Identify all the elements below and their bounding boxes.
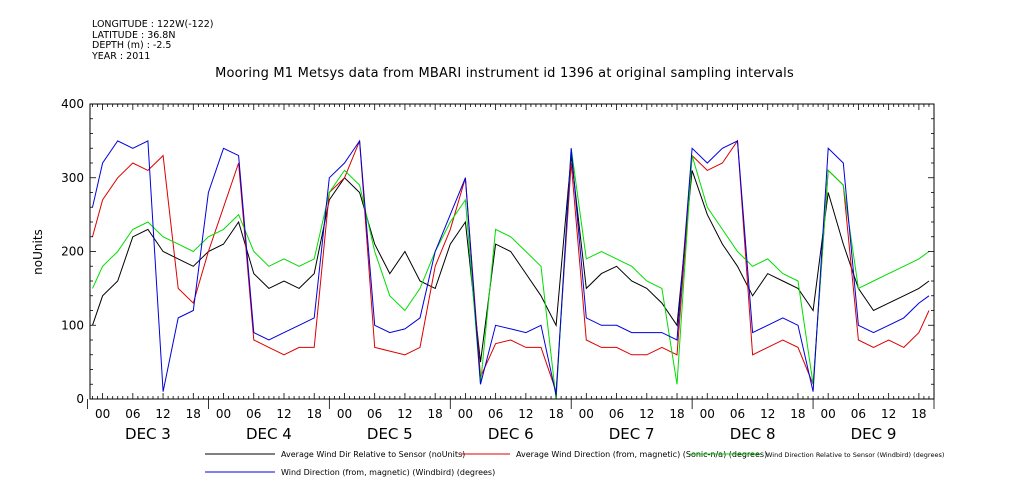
x-tick-label: 12: [155, 407, 170, 421]
x-day-label: DEC 3: [125, 425, 171, 443]
legend-label-2: Average Wind Direction (from, magnetic) …: [516, 450, 767, 459]
y-tick-label: 100: [61, 318, 84, 332]
x-tick-label: 00: [337, 407, 352, 421]
x-day-label: DEC 9: [851, 425, 897, 443]
series-line-4: [92, 139, 930, 396]
x-tick-label: 00: [821, 407, 836, 421]
y-tick-label: 400: [61, 97, 84, 111]
x-tick-label: 06: [367, 407, 382, 421]
plot-border: [89, 103, 935, 400]
y-tick-label: 0: [76, 392, 84, 406]
x-tick-label: 18: [428, 407, 443, 421]
x-day-label: DEC 7: [609, 425, 655, 443]
x-tick-label: 06: [246, 407, 261, 421]
series-line-1: [92, 155, 930, 363]
series-line-2: [92, 139, 930, 392]
x-tick-label: 18: [669, 407, 684, 421]
y-tick-label: 300: [61, 171, 84, 185]
latitude-text: LATITUDE : 36.8N: [92, 29, 176, 41]
plot-frame: [89, 103, 935, 400]
axes-layer: 00 06 12 18 00 06 12 18 00 06 12 18 00 06 12 18 00 06 12 18…: [61, 97, 935, 443]
x-tick-label: 12: [881, 407, 896, 421]
x-tick-label: 00: [216, 407, 231, 421]
x-tick-label: 18: [307, 407, 322, 421]
series-line-3: [92, 148, 930, 400]
x-tick-label: 12: [518, 407, 533, 421]
x-tick-label: 00: [700, 407, 715, 421]
legend-label-3: Wind Direction Relative to Sensor (Windb…: [766, 451, 944, 459]
x-tick-label: 12: [276, 407, 291, 421]
x-tick-label: 18: [790, 407, 805, 421]
metadata-block: LONGITUDE : 122W(-122) LATITUDE : 36.8N …: [92, 19, 214, 62]
y-tick-label: 200: [61, 245, 84, 259]
x-day-label: DEC 4: [246, 425, 292, 443]
x-tick-label: 00: [458, 407, 473, 421]
x-day-label: DEC 6: [488, 425, 534, 443]
x-tick-label: 06: [730, 407, 745, 421]
x-tick-label: 18: [548, 407, 563, 421]
x-tick-label: 18: [911, 407, 926, 421]
series-layer: [92, 139, 930, 400]
x-day-label: DEC 8: [730, 425, 776, 443]
chart-title: Mooring M1 Metsys data from MBARI instru…: [215, 66, 794, 81]
longitude-text: LONGITUDE : 122W(-122): [92, 19, 214, 30]
legend-label-4: Wind Direction (from, magnetic) (Windbir…: [281, 468, 495, 477]
legend: Average Wind Dir Relative to Sensor (noU…: [205, 450, 944, 477]
x-tick-label: 00: [579, 407, 594, 421]
x-tick-label: 00: [95, 407, 110, 421]
legend-label-1: Average Wind Dir Relative to Sensor (noU…: [281, 450, 465, 459]
year-text: YEAR : 2011: [92, 50, 151, 62]
x-tick-label: 18: [186, 407, 201, 421]
x-tick-label: 12: [397, 407, 412, 421]
x-tick-label: 06: [488, 407, 503, 421]
y-axis-label: noUnits: [31, 229, 45, 275]
x-tick-label: 06: [609, 407, 624, 421]
depth-text: DEPTH (m) : -2.5: [92, 40, 172, 51]
x-tick-label: 12: [639, 407, 654, 421]
x-tick-label: 06: [851, 407, 866, 421]
x-day-label: DEC 5: [367, 425, 413, 443]
x-tick-label: 12: [760, 407, 775, 421]
x-tick-label: 06: [125, 407, 140, 421]
